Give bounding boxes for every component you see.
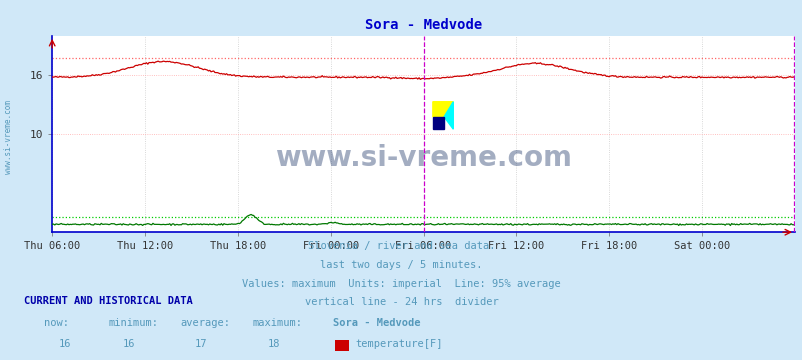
Text: now:: now:: [44, 318, 69, 328]
Text: last two days / 5 minutes.: last two days / 5 minutes.: [320, 260, 482, 270]
Text: temperature[F]: temperature[F]: [355, 339, 443, 349]
Text: Slovenia / river and sea data.: Slovenia / river and sea data.: [307, 241, 495, 251]
Text: vertical line - 24 hrs  divider: vertical line - 24 hrs divider: [304, 297, 498, 307]
Text: 16: 16: [123, 339, 136, 349]
Text: 18: 18: [267, 339, 280, 349]
Text: Values: maximum  Units: imperial  Line: 95% average: Values: maximum Units: imperial Line: 95…: [242, 279, 560, 289]
Text: minimum:: minimum:: [108, 318, 158, 328]
Text: 17: 17: [195, 339, 208, 349]
Text: maximum:: maximum:: [253, 318, 302, 328]
Polygon shape: [432, 102, 452, 117]
Text: Sora - Medvode: Sora - Medvode: [333, 318, 420, 328]
Text: www.si-vreme.com: www.si-vreme.com: [3, 100, 13, 174]
Title: Sora - Medvode: Sora - Medvode: [364, 18, 482, 32]
Polygon shape: [444, 102, 452, 129]
Text: 16: 16: [59, 339, 71, 349]
Polygon shape: [432, 117, 444, 129]
Text: average:: average:: [180, 318, 230, 328]
Text: CURRENT AND HISTORICAL DATA: CURRENT AND HISTORICAL DATA: [24, 296, 192, 306]
Text: www.si-vreme.com: www.si-vreme.com: [275, 144, 571, 172]
